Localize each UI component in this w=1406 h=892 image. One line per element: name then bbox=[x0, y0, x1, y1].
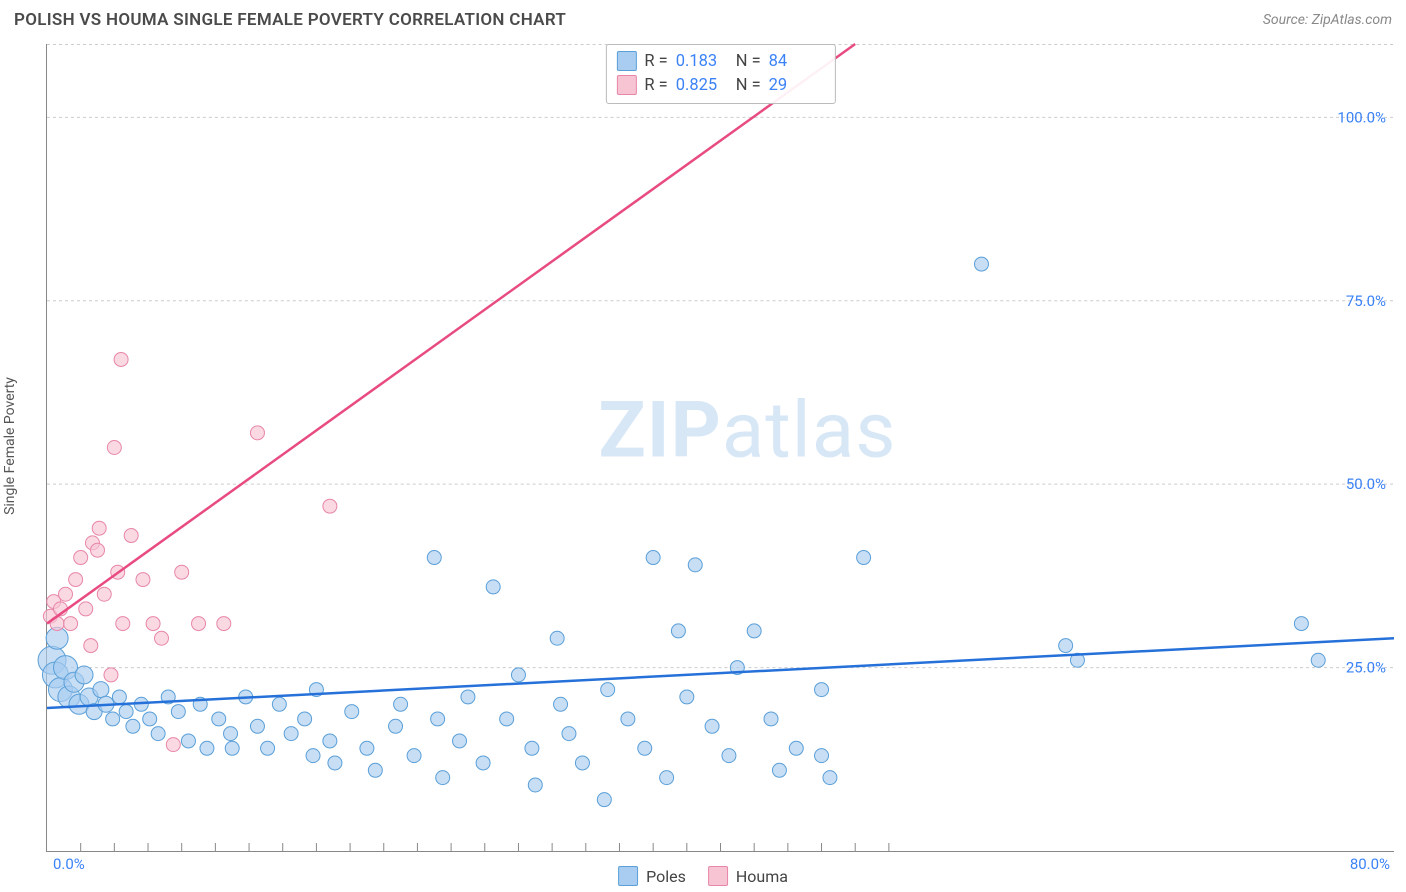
source-attribution: Source: ZipAtlas.com bbox=[1263, 12, 1392, 28]
scatter-plot-svg: 25.0%50.0%75.0%100.0%0.0%80.0% bbox=[47, 44, 1394, 851]
svg-text:80.0%: 80.0% bbox=[1350, 855, 1390, 873]
correlation-stats-box: R = 0.183 N = 84 R = 0.825 N = 29 bbox=[605, 44, 835, 104]
svg-text:100.0%: 100.0% bbox=[1337, 108, 1386, 126]
svg-text:50.0%: 50.0% bbox=[1346, 475, 1386, 493]
svg-text:25.0%: 25.0% bbox=[1346, 659, 1386, 677]
y-axis-label: Single Female Poverty bbox=[2, 377, 18, 515]
legend-label: Poles bbox=[646, 867, 686, 886]
swatch-blue-icon bbox=[618, 866, 638, 886]
n-value: 84 bbox=[769, 52, 821, 71]
swatch-pink-icon bbox=[708, 866, 728, 886]
chart-plot-area: 25.0%50.0%75.0%100.0%0.0%80.0% ZIPatlas … bbox=[46, 44, 1394, 852]
legend-item-houma: Houma bbox=[708, 866, 788, 886]
r-value: 0.183 bbox=[676, 52, 728, 71]
n-label: N = bbox=[736, 52, 761, 71]
r-label: R = bbox=[644, 52, 667, 71]
chart-title: POLISH VS HOUMA SINGLE FEMALE POVERTY CO… bbox=[14, 10, 566, 30]
swatch-blue-icon bbox=[616, 51, 636, 71]
swatch-pink-icon bbox=[616, 75, 636, 95]
r-label: R = bbox=[644, 76, 667, 95]
n-value: 29 bbox=[769, 76, 821, 95]
legend: Poles Houma bbox=[618, 866, 788, 886]
stats-row-houma: R = 0.825 N = 29 bbox=[616, 73, 820, 97]
n-label: N = bbox=[736, 76, 761, 95]
r-value: 0.825 bbox=[676, 76, 728, 95]
stats-row-poles: R = 0.183 N = 84 bbox=[616, 49, 820, 73]
legend-item-poles: Poles bbox=[618, 866, 686, 886]
svg-text:0.0%: 0.0% bbox=[53, 855, 85, 873]
legend-label: Houma bbox=[736, 867, 788, 886]
svg-text:75.0%: 75.0% bbox=[1346, 292, 1386, 310]
